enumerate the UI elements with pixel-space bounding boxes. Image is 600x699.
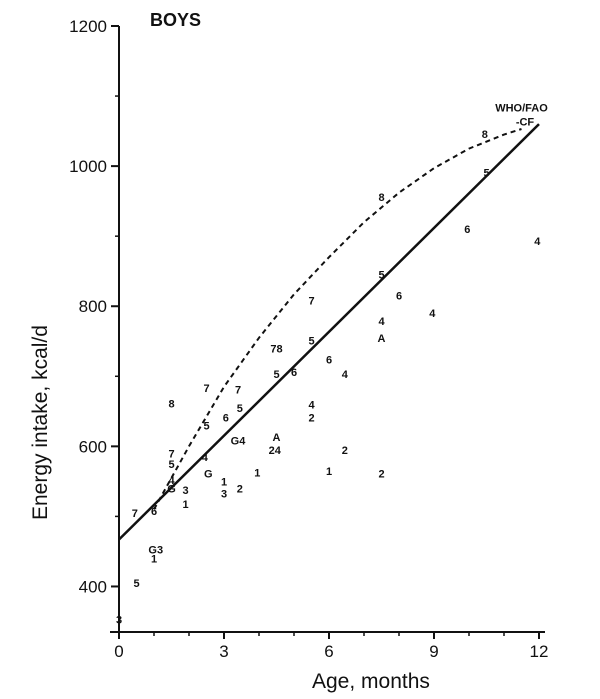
data-point: G4	[231, 436, 247, 448]
data-point: 6	[464, 224, 470, 236]
data-point: 6	[291, 367, 297, 379]
data-point: 7	[203, 383, 209, 395]
data-point: 5	[483, 167, 489, 179]
reference-curve	[153, 128, 522, 510]
data-point: 6	[396, 291, 402, 303]
x-axis-ticks: 0 3 6 9 12	[114, 632, 548, 661]
data-point: 3	[221, 488, 227, 500]
x-tick-label: 3	[219, 642, 228, 661]
annotations: WHO/FAO -CF	[495, 102, 548, 128]
data-point: 24	[269, 445, 282, 457]
x-tick-label: 9	[429, 642, 438, 661]
trend-lines	[118, 123, 540, 541]
data-point: 4	[202, 452, 209, 464]
data-point: G	[204, 469, 213, 481]
data-point: 6	[326, 354, 332, 366]
chart-title: BOYS	[150, 10, 201, 30]
annotation-label: WHO/FAO	[495, 102, 548, 114]
data-point: 5	[203, 420, 209, 432]
data-point: A	[378, 333, 386, 345]
data-point: 6	[223, 413, 229, 425]
x-axis-title: Age, months	[312, 670, 430, 693]
data-point: 7	[132, 508, 138, 520]
data-point: 1	[326, 466, 332, 478]
data-point: 3	[182, 485, 188, 497]
data-point: 2	[378, 469, 384, 481]
data-point: 7	[308, 296, 314, 308]
y-axis-ticks: 400 600 800 1000 1200	[69, 17, 119, 596]
data-point: G3	[148, 544, 163, 556]
data-point: 5	[168, 459, 174, 471]
data-point: 4	[378, 316, 385, 328]
y-tick-label: 1200	[69, 17, 107, 36]
x-tick-label: 12	[530, 642, 549, 661]
data-point: 78	[270, 343, 282, 355]
x-tick-label: 6	[324, 642, 333, 661]
data-point: 1	[151, 553, 157, 565]
data-point: 1	[221, 476, 227, 488]
data-point: 5	[378, 270, 384, 282]
data-point: 3	[116, 614, 122, 626]
data-point: 1	[254, 467, 260, 479]
data-point: 1	[182, 499, 188, 511]
data-point: 2	[237, 483, 243, 495]
y-tick-label: 800	[79, 297, 107, 316]
data-point: 2	[308, 413, 314, 425]
data-point: 5	[237, 403, 243, 415]
data-point: 6	[151, 506, 157, 518]
data-point: 8	[482, 129, 488, 141]
data-point: G	[167, 483, 176, 495]
regression-line	[118, 123, 540, 541]
data-point: 7	[168, 448, 174, 460]
y-tick-label: 600	[79, 437, 107, 456]
data-point: 5	[133, 578, 139, 590]
data-point: 8	[378, 192, 384, 204]
y-axis-title: Energy intake, kcal/d	[29, 325, 52, 520]
y-tick-label: 1000	[69, 157, 107, 176]
data-point: 5	[308, 336, 314, 348]
data-point: 5	[273, 369, 279, 381]
data-point: 4	[342, 369, 349, 381]
data-point: A	[273, 432, 281, 444]
data-point: 4	[168, 475, 175, 487]
y-tick-label: 400	[79, 577, 107, 596]
data-point: 4	[308, 399, 315, 411]
data-point: 4	[534, 236, 541, 248]
data-point: 8	[168, 399, 174, 411]
data-point: 7	[235, 385, 241, 397]
data-point: 4	[429, 308, 436, 320]
x-tick-label: 0	[114, 642, 123, 661]
annotation-label: -CF	[516, 116, 535, 128]
data-point: 2	[342, 445, 348, 457]
